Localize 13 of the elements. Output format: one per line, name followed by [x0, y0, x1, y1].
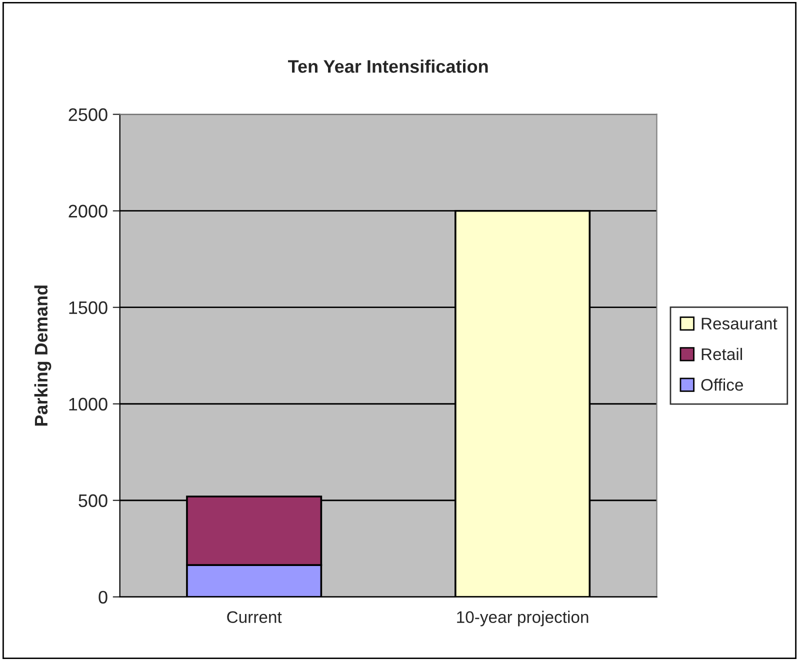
legend-label: Retail: [702, 348, 742, 360]
legend-label: Resaurant: [702, 318, 778, 330]
y-tick-label: 0: [98, 590, 108, 604]
y-tick-label: 1500: [69, 301, 108, 314]
y-tick-label: 2500: [68, 108, 108, 122]
y-tick-label: 1000: [69, 398, 108, 411]
y-tick-label: 500: [78, 494, 108, 508]
legend-label: Office: [701, 378, 743, 391]
chart-title: Ten Year Intensification: [288, 60, 488, 73]
x-tick-label: 10-year projection: [457, 610, 588, 626]
y-tick-label: 2000: [68, 204, 108, 218]
y-axis-title: Parking Demand: [34, 286, 52, 426]
x-tick-label: Current: [227, 611, 282, 624]
